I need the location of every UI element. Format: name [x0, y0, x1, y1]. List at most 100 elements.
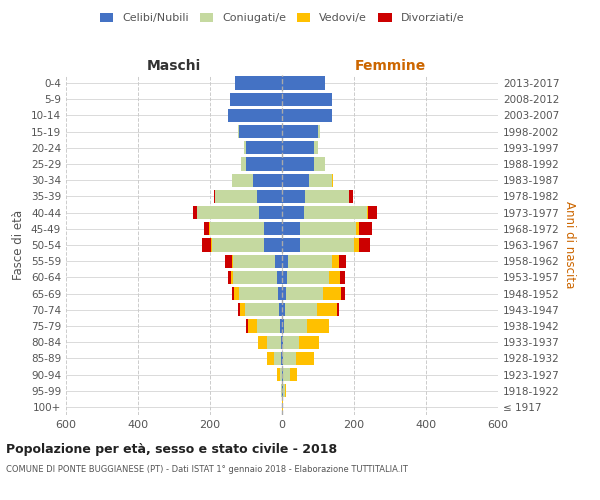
Bar	[277, 270, 282, 284]
Bar	[282, 270, 287, 284]
Bar	[232, 174, 253, 187]
Bar	[284, 384, 286, 398]
Bar	[282, 287, 286, 300]
Bar	[193, 206, 197, 220]
Bar	[245, 303, 279, 316]
Bar	[282, 336, 283, 349]
Y-axis label: Fasce di età: Fasce di età	[13, 210, 25, 280]
Bar	[329, 270, 340, 284]
Bar	[359, 238, 370, 252]
Bar	[285, 303, 317, 316]
Bar	[318, 125, 320, 138]
Bar	[282, 92, 332, 106]
Bar	[341, 287, 345, 300]
Bar	[307, 320, 329, 332]
Bar	[264, 222, 282, 235]
Bar	[241, 158, 246, 170]
Bar	[332, 174, 333, 187]
Bar	[211, 238, 212, 252]
Bar	[282, 352, 283, 365]
Bar	[244, 141, 246, 154]
Bar	[282, 368, 283, 381]
Bar	[314, 141, 318, 154]
Bar	[233, 270, 277, 284]
Bar	[305, 190, 349, 203]
Bar	[230, 92, 282, 106]
Bar	[359, 222, 372, 235]
Bar	[253, 174, 282, 187]
Bar	[282, 320, 284, 332]
Bar	[286, 287, 323, 300]
Bar	[284, 320, 307, 332]
Bar	[257, 336, 266, 349]
Bar	[282, 400, 283, 413]
Bar	[282, 222, 300, 235]
Bar	[280, 368, 282, 381]
Bar	[282, 109, 332, 122]
Bar	[202, 238, 211, 252]
Bar	[210, 222, 264, 235]
Bar	[283, 352, 296, 365]
Bar	[340, 270, 345, 284]
Bar	[239, 125, 282, 138]
Bar	[235, 76, 282, 90]
Bar	[300, 222, 356, 235]
Text: Maschi: Maschi	[147, 58, 201, 72]
Bar	[282, 238, 300, 252]
Bar	[299, 336, 319, 349]
Bar	[283, 384, 284, 398]
Bar	[354, 238, 359, 252]
Bar	[209, 222, 210, 235]
Bar	[282, 141, 314, 154]
Bar	[239, 287, 278, 300]
Bar	[246, 320, 248, 332]
Bar	[317, 303, 337, 316]
Bar	[232, 287, 235, 300]
Bar	[282, 174, 309, 187]
Bar	[367, 206, 368, 220]
Bar	[235, 287, 239, 300]
Bar	[296, 352, 314, 365]
Bar	[287, 270, 329, 284]
Bar	[197, 206, 259, 220]
Bar	[323, 287, 341, 300]
Y-axis label: Anni di nascita: Anni di nascita	[563, 202, 576, 288]
Bar	[215, 190, 257, 203]
Bar	[282, 190, 305, 203]
Bar	[368, 206, 377, 220]
Bar	[283, 336, 299, 349]
Bar	[356, 222, 359, 235]
Bar	[282, 158, 314, 170]
Bar	[309, 174, 332, 187]
Bar	[281, 384, 282, 398]
Text: Popolazione per età, sesso e stato civile - 2018: Popolazione per età, sesso e stato civil…	[6, 442, 337, 456]
Bar	[225, 254, 232, 268]
Bar	[304, 206, 367, 220]
Text: Femmine: Femmine	[355, 58, 425, 72]
Bar	[280, 320, 282, 332]
Bar	[277, 368, 280, 381]
Bar	[282, 303, 285, 316]
Bar	[257, 190, 282, 203]
Bar	[239, 303, 245, 316]
Bar	[227, 270, 231, 284]
Bar	[238, 303, 239, 316]
Bar	[283, 368, 290, 381]
Bar	[274, 352, 281, 365]
Bar	[231, 270, 233, 284]
Bar	[228, 109, 282, 122]
Bar	[332, 254, 339, 268]
Bar	[279, 303, 282, 316]
Bar	[248, 320, 257, 332]
Legend: Celibi/Nubili, Coniugati/e, Vedovi/e, Divorziati/e: Celibi/Nubili, Coniugati/e, Vedovi/e, Di…	[95, 8, 469, 28]
Bar	[289, 254, 332, 268]
Bar	[282, 125, 318, 138]
Bar	[246, 141, 282, 154]
Bar	[349, 190, 353, 203]
Bar	[282, 384, 283, 398]
Bar	[214, 190, 215, 203]
Bar	[267, 352, 274, 365]
Bar	[204, 222, 209, 235]
Bar	[246, 158, 282, 170]
Bar	[266, 336, 281, 349]
